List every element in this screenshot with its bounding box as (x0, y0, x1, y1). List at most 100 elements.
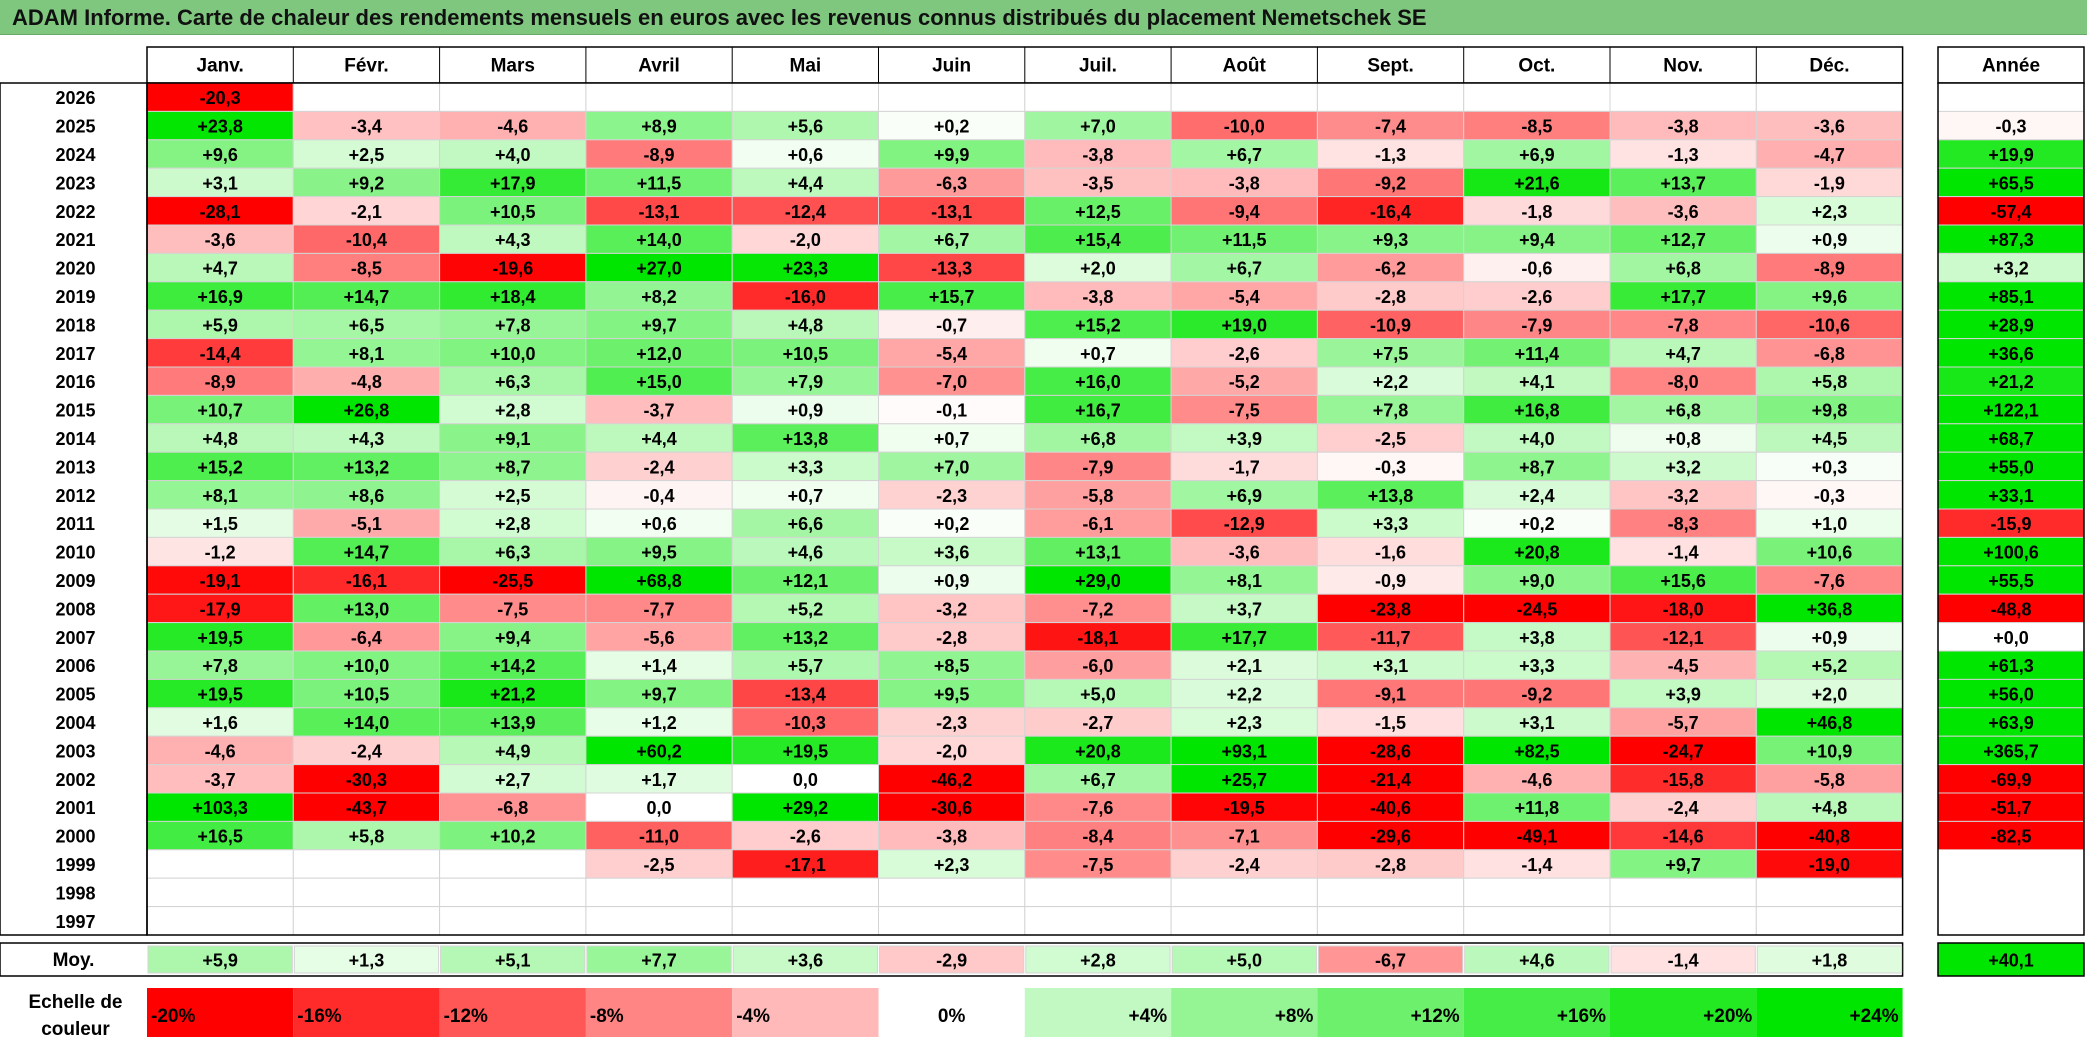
cell-value: -2,4 (1229, 855, 1260, 875)
heatmap-cell (292, 820, 441, 851)
cell-value: -7,2 (1082, 599, 1113, 619)
cell-value: +9,2 (349, 173, 385, 193)
cell-value: -5,8 (1814, 770, 1845, 790)
cell-value: +0,6 (788, 145, 824, 165)
cell-value: +9,7 (1665, 855, 1701, 875)
average-annual-value: +40,1 (1988, 951, 2034, 971)
heatmap-cell (439, 678, 587, 709)
annual-value: +365,7 (1983, 741, 2039, 761)
cell-value: -19,6 (492, 259, 533, 279)
heatmap-cell (439, 593, 587, 624)
average-cell (1464, 945, 1610, 974)
month-header: Nov. (1663, 56, 1703, 77)
average-value: +5,0 (1226, 951, 1262, 971)
heatmap-cell (1316, 423, 1465, 453)
heatmap-cell (1755, 423, 1904, 453)
heatmap-cell (1316, 508, 1465, 538)
heatmap-cell (1170, 707, 1318, 737)
heatmap-cell (292, 252, 441, 283)
cell-value: +17,9 (490, 173, 536, 193)
heatmap-cell (1609, 536, 1757, 567)
heatmap-cell (878, 707, 1026, 737)
cell-value: -40,6 (1370, 798, 1411, 818)
cell-value: -5,6 (644, 628, 675, 648)
cell-value: -3,4 (351, 117, 382, 137)
heatmap-cell (1170, 906, 1318, 936)
heatmap-cell (1463, 423, 1611, 453)
year-label: 2026 (55, 88, 95, 108)
heatmap-cell (1316, 480, 1465, 510)
cell-value: -13,1 (639, 202, 680, 222)
heatmap-cell (1316, 224, 1465, 254)
heatmap-cell (1755, 224, 1904, 254)
cell-value: +46,8 (1807, 713, 1853, 733)
heatmap-cell (585, 707, 733, 737)
year-label: 2016 (55, 372, 95, 392)
cell-value: +6,3 (495, 372, 531, 392)
cell-value: +13,1 (1075, 543, 1121, 563)
average-cell (879, 945, 1025, 974)
cell-value: -1,6 (1375, 543, 1406, 563)
cell-value: -3,8 (1668, 117, 1699, 137)
scale-swatch (293, 988, 440, 1037)
cell-value: -8,5 (351, 259, 382, 279)
heatmap-cell (146, 849, 294, 879)
heatmap-cell (1463, 877, 1611, 908)
cell-value: -2,0 (936, 741, 967, 761)
heatmap-cell (731, 792, 880, 822)
year-label: 2018 (55, 315, 95, 335)
cell-value: -12,9 (1224, 514, 1265, 534)
cell-value: +9,6 (202, 145, 238, 165)
cell-value: -7,4 (1375, 117, 1406, 137)
cell-value: -9,2 (1375, 173, 1406, 193)
average-value: -2,9 (936, 951, 967, 971)
annual-column-frame (1937, 82, 2085, 936)
cell-value: +10,6 (1807, 543, 1853, 563)
cell-value: +6,9 (1226, 486, 1262, 506)
heatmap-cell (731, 480, 880, 510)
scale-swatch (1463, 988, 1610, 1037)
annual-cell (1937, 394, 2085, 425)
heatmap-cell (1755, 139, 1904, 169)
cell-value: -15,8 (1663, 770, 1704, 790)
cell-value: +4,8 (788, 315, 824, 335)
heatmap-cell (878, 792, 1026, 822)
annual-cell (1937, 196, 2085, 226)
cell-value: +17,7 (1660, 287, 1706, 307)
cell-value: -3,7 (644, 401, 675, 421)
scale-step-label: -20% (151, 1006, 195, 1027)
cell-value: -0,9 (1375, 571, 1406, 591)
scale-step-label: 0% (938, 1006, 966, 1027)
heatmap-cell (1609, 906, 1757, 936)
cell-value: +15,4 (1075, 230, 1121, 250)
cell-value: -3,6 (1229, 543, 1260, 563)
cell-value: +2,2 (1373, 372, 1409, 392)
cell-value: -0,7 (936, 315, 967, 335)
heatmap-cell (1316, 281, 1465, 311)
cell-value: +10,0 (344, 656, 390, 676)
cell-value: -8,5 (1521, 117, 1552, 137)
heatmap-cell (585, 508, 733, 538)
cell-value: -16,4 (1370, 202, 1411, 222)
year-label: 2013 (55, 457, 95, 477)
cell-value: +9,7 (641, 315, 677, 335)
heatmap-cell (146, 877, 294, 908)
cell-value: +9,7 (641, 685, 677, 705)
heatmap-cell (1609, 877, 1757, 908)
cell-value: -2,8 (936, 628, 967, 648)
cell-value: +2,0 (1080, 259, 1116, 279)
cell-value: +16,8 (1514, 401, 1560, 421)
cell-value: -8,9 (205, 372, 236, 392)
cell-value: -7,5 (1229, 401, 1260, 421)
heatmap-cell (439, 82, 587, 112)
heatmap-cell (439, 252, 587, 283)
heatmap-cell (439, 536, 587, 567)
average-cell (440, 945, 586, 974)
heatmap-cell (1024, 764, 1172, 794)
annual-cell (1937, 281, 2085, 311)
cell-value: -40,8 (1809, 827, 1850, 847)
year-label: 2024 (55, 145, 95, 165)
heatmap-cell (146, 394, 294, 425)
cell-value: -7,1 (1229, 827, 1260, 847)
cell-value: -2,6 (790, 827, 821, 847)
